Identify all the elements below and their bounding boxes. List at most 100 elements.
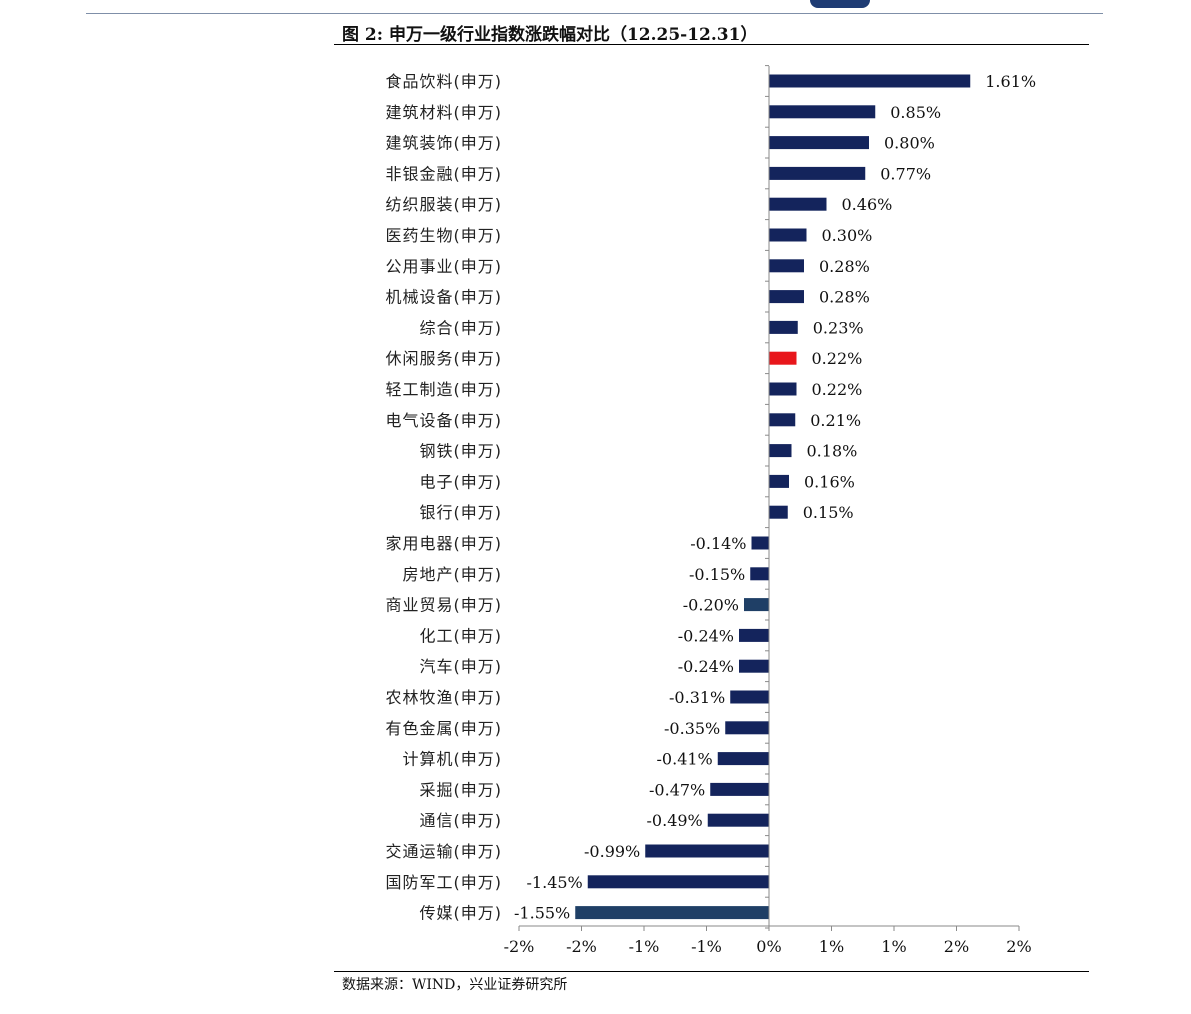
- value-label-22: -0.41%: [657, 750, 713, 769]
- header-logo-fragment: [810, 0, 870, 8]
- category-label-21: 有色金属(申万): [386, 719, 503, 738]
- category-label-15: 家用电器(申万): [386, 534, 503, 553]
- category-label-3: 非银金融(申万): [386, 164, 503, 183]
- bar-9: [769, 351, 797, 365]
- value-label-26: -1.45%: [527, 873, 583, 892]
- bar-13: [769, 474, 789, 488]
- value-label-7: 0.28%: [819, 288, 870, 307]
- category-label-4: 纺织服装(申万): [386, 195, 503, 214]
- bar-5: [769, 228, 807, 242]
- category-label-11: 电气设备(申万): [386, 411, 503, 430]
- category-label-1: 建筑材料(申万): [386, 103, 503, 122]
- bar-10: [769, 382, 797, 396]
- value-label-5: 0.30%: [822, 226, 873, 245]
- bar-chart: 食品饮料(申万) 1.61% 建筑材料(申万) 0.85% 建筑装饰(申万) 0.80% 非…: [386, 65, 1036, 956]
- x-tick-label-0: -2%: [504, 937, 535, 956]
- x-tick-label-2: -1%: [629, 937, 660, 956]
- category-label-5: 医药生物(申万): [386, 226, 503, 245]
- footer-rule: [334, 971, 1089, 972]
- value-label-13: 0.16%: [804, 472, 855, 491]
- value-label-12: 0.18%: [807, 442, 858, 461]
- value-label-6: 0.28%: [819, 257, 870, 276]
- x-tick-label-7: 2%: [944, 937, 969, 956]
- bar-8: [769, 320, 798, 334]
- value-label-24: -0.49%: [647, 811, 703, 830]
- value-label-14: 0.15%: [803, 503, 854, 522]
- bar-24: [707, 813, 769, 827]
- bar-19: [739, 659, 769, 673]
- category-label-22: 计算机(申万): [403, 750, 503, 769]
- value-label-17: -0.20%: [683, 596, 739, 615]
- bar-1: [769, 105, 876, 119]
- bar-3: [769, 166, 866, 180]
- x-tick-label-1: -2%: [566, 937, 597, 956]
- value-label-10: 0.22%: [812, 380, 863, 399]
- x-tick-label-5: 1%: [819, 937, 844, 956]
- value-label-11: 0.21%: [810, 411, 861, 430]
- value-label-18: -0.24%: [678, 626, 734, 645]
- value-label-2: 0.80%: [884, 134, 935, 153]
- x-tick-label-6: 1%: [881, 937, 906, 956]
- category-label-18: 化工(申万): [420, 626, 503, 645]
- x-tick-label-4: 0%: [756, 937, 781, 956]
- x-tick-label-3: -1%: [691, 937, 722, 956]
- bar-7: [769, 290, 804, 304]
- value-label-27: -1.55%: [514, 904, 570, 923]
- category-label-12: 钢铁(申万): [420, 442, 503, 461]
- bar-20: [730, 690, 769, 704]
- bar-15: [751, 536, 769, 550]
- value-label-23: -0.47%: [649, 780, 705, 799]
- chart-container: 食品饮料(申万) 1.61% 建筑材料(申万) 0.85% 建筑装饰(申万) 0.80% 非…: [334, 48, 1089, 970]
- value-label-4: 0.46%: [842, 195, 893, 214]
- category-label-23: 采掘(申万): [420, 780, 503, 799]
- figure-title: 图 2: 申万一级行业指数涨跌幅对比（12.25-12.31）: [342, 25, 758, 45]
- bar-27: [575, 906, 769, 920]
- bar-2: [769, 136, 869, 150]
- bar-18: [739, 628, 769, 642]
- bar-22: [717, 752, 769, 766]
- value-label-21: -0.35%: [664, 719, 720, 738]
- bar-14: [769, 505, 788, 519]
- bar-11: [769, 413, 796, 427]
- header-rule: [86, 13, 1103, 14]
- category-label-0: 食品饮料(申万): [386, 72, 503, 91]
- value-label-19: -0.24%: [678, 657, 734, 676]
- category-label-6: 公用事业(申万): [386, 257, 503, 276]
- bar-25: [645, 844, 769, 858]
- bar-21: [725, 721, 769, 735]
- category-label-26: 国防军工(申万): [386, 873, 503, 892]
- category-label-8: 综合(申万): [420, 318, 503, 337]
- value-label-3: 0.77%: [880, 164, 931, 183]
- value-label-8: 0.23%: [813, 318, 864, 337]
- source-note: 数据来源：WIND，兴业证券研究所: [342, 977, 568, 993]
- category-label-14: 银行(申万): [420, 503, 503, 522]
- category-label-10: 轻工制造(申万): [386, 380, 503, 399]
- category-label-19: 汽车(申万): [420, 657, 503, 676]
- category-label-13: 电子(申万): [420, 472, 503, 491]
- category-label-24: 通信(申万): [420, 811, 503, 830]
- value-label-0: 1.61%: [985, 72, 1036, 91]
- value-label-1: 0.85%: [890, 103, 941, 122]
- category-label-20: 农林牧渔(申万): [386, 688, 503, 707]
- bar-0: [769, 74, 971, 88]
- x-tick-label-8: 2%: [1006, 937, 1031, 956]
- category-label-7: 机械设备(申万): [386, 288, 503, 307]
- bar-12: [769, 444, 792, 458]
- value-label-9: 0.22%: [812, 349, 863, 368]
- value-label-15: -0.14%: [690, 534, 746, 553]
- bar-16: [750, 567, 769, 581]
- category-label-9: 休闲服务(申万): [386, 349, 503, 368]
- figure-title-bar: 图 2: 申万一级行业指数涨跌幅对比（12.25-12.31）: [334, 16, 1089, 45]
- bar-26: [587, 875, 769, 889]
- value-label-16: -0.15%: [689, 565, 745, 584]
- bar-4: [769, 197, 827, 211]
- category-label-27: 传媒(申万): [420, 904, 503, 923]
- bar-23: [710, 782, 769, 796]
- category-label-17: 商业贸易(申万): [386, 596, 503, 615]
- category-label-2: 建筑装饰(申万): [386, 134, 503, 153]
- bar-17: [744, 598, 769, 612]
- bar-6: [769, 259, 804, 273]
- category-label-16: 房地产(申万): [403, 565, 503, 584]
- category-label-25: 交通运输(申万): [386, 842, 503, 861]
- value-label-25: -0.99%: [584, 842, 640, 861]
